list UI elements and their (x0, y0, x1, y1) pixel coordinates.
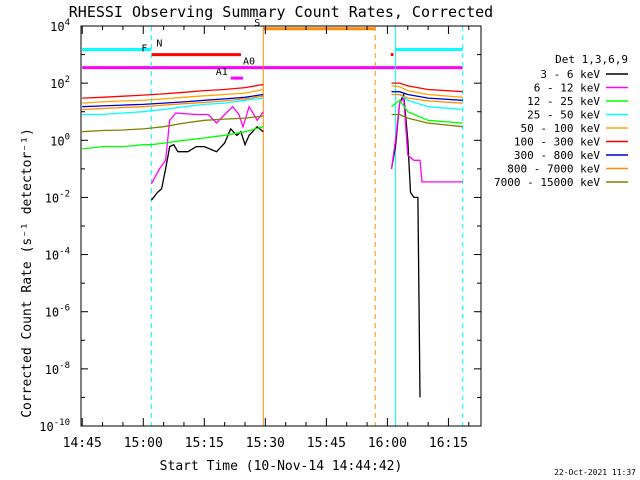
y-tick-label-exponent: 4 (65, 18, 70, 28)
series-line (390, 96, 463, 183)
y-tick-label: 104 (50, 18, 70, 34)
series-line (150, 105, 264, 185)
y-tick-label-base: 10 (50, 134, 64, 148)
y-tick-label: 10-8 (45, 361, 70, 377)
flag-label-s: S (254, 18, 260, 29)
series-line (82, 95, 264, 111)
x-tick-label: 16:15 (429, 436, 468, 451)
y-tick-label: 10-10 (39, 418, 70, 434)
legend-label: 800 - 7000 keV (507, 163, 600, 176)
x-axis-label: Start Time (10-Nov-14 14:44:42) (160, 459, 403, 474)
y-tick-label: 10-4 (45, 247, 70, 263)
x-axis: 14:45 15:00 15:15 15:30 15:45 16:00 16:15 (63, 26, 470, 451)
series-line (391, 99, 463, 124)
series-line (82, 83, 264, 99)
legend-label: 50 - 100 keV (521, 122, 601, 135)
y-tick-label-base: 10 (39, 420, 53, 434)
y-tick-label-exponent: -4 (59, 247, 70, 257)
y-tick-label-base: 10 (45, 249, 59, 263)
flag-bars: NF S A0 A1 (82, 18, 463, 80)
y-tick-label-base: 10 (50, 77, 64, 91)
footer-timestamp: 22-Oct-2021 11:37 (554, 468, 636, 477)
y-tick-label-exponent: 0 (65, 132, 70, 142)
y-tick-label-exponent: -6 (59, 304, 70, 314)
x-tick-label: 15:00 (124, 436, 163, 451)
series-line (82, 126, 264, 150)
y-tick-label: 10-2 (45, 189, 70, 205)
x-tick-label: 15:15 (185, 436, 224, 451)
series-line (82, 93, 264, 108)
flag-label-a0: A0 (243, 57, 255, 68)
legend-label: 7000 - 15000 keV (494, 176, 600, 189)
legend-label: 100 - 300 keV (514, 136, 600, 149)
y-tick-label-exponent: -2 (59, 189, 70, 199)
series-line (150, 125, 264, 201)
y-tick-label-base: 10 (45, 363, 59, 377)
flag-label-a1: A1 (216, 67, 228, 78)
y-tick-label: 100 (50, 132, 70, 148)
x-tick-label: 15:30 (246, 436, 285, 451)
x-tick-label: 16:00 (368, 436, 407, 451)
y-tick-label-exponent: 2 (65, 75, 70, 85)
chart-title: RHESSI Observing Summary Count Rates, Co… (69, 3, 493, 21)
series-line (391, 113, 463, 128)
y-tick-label: 102 (50, 75, 70, 91)
series-line (391, 93, 463, 104)
x-tick-label: 15:45 (307, 436, 346, 451)
series-line (82, 97, 264, 116)
flag-label-f: F (141, 44, 147, 55)
series-line (391, 85, 463, 98)
legend-label: 12 - 25 keV (527, 95, 600, 108)
legend-label: 300 - 800 keV (514, 149, 600, 162)
series-line (391, 82, 463, 93)
series-line (82, 88, 264, 104)
y-tick-label: 10-6 (45, 304, 70, 320)
y-tick-label-exponent: -8 (59, 361, 70, 371)
series-line (391, 91, 463, 101)
y-tick-label-base: 10 (45, 306, 59, 320)
x-tick-label: 14:45 (63, 436, 102, 451)
data-series (82, 82, 463, 398)
series-line (82, 115, 264, 133)
legend-label: 3 - 6 keV (540, 68, 600, 81)
y-tick-label-exponent: -10 (54, 418, 70, 428)
y-tick-label-base: 10 (50, 20, 64, 34)
y-axis-label: Corrected Count Rate (s⁻¹ detector⁻¹) (20, 128, 35, 418)
legend-title: Det 1,3,6,9 (555, 53, 628, 66)
legend-label: 25 - 50 keV (527, 109, 600, 122)
flag-label-n: N (156, 39, 162, 50)
y-tick-label-base: 10 (45, 191, 59, 205)
legend-label: 6 - 12 keV (534, 82, 601, 95)
